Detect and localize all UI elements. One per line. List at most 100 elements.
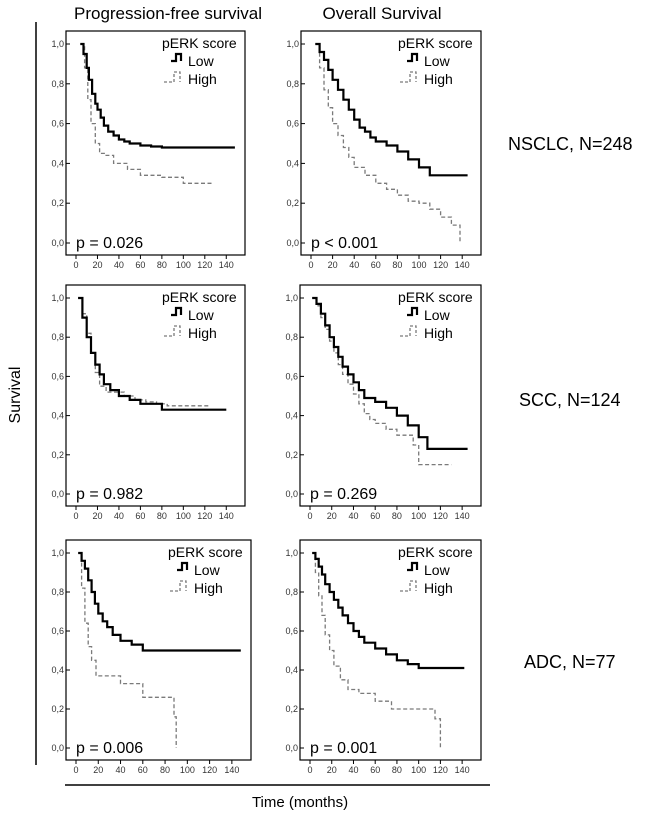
y-tick-label: 1,0	[286, 39, 299, 49]
y-tick-label: 1,0	[285, 293, 298, 303]
x-tick-label: 40	[114, 260, 124, 270]
x-tick-label: 140	[455, 765, 470, 775]
y-axis-label: Survival	[7, 367, 24, 424]
y-tick-label: 0,6	[285, 626, 298, 636]
x-tick-label: 60	[135, 511, 145, 521]
x-tick-label: 140	[224, 765, 239, 775]
legend-title: pERK score	[398, 544, 473, 560]
panel-adc-os: 0,0 0,2 0,4 0,6 0,8 1,0 0 20 40 60 80 100 120 140 pERK…	[285, 539, 482, 775]
y-tick-label: 0,2	[51, 198, 64, 208]
y-tick-label: 0,0	[51, 489, 64, 499]
y-tick-label: 0,4	[51, 411, 64, 421]
y-tick-label: 0,4	[286, 158, 299, 168]
x-tick-label: 20	[327, 511, 337, 521]
legend-swatch-low	[177, 561, 189, 572]
x-tick-label: 120	[197, 260, 212, 270]
x-tick-label: 0	[308, 260, 313, 270]
y-tick-label: 0,8	[51, 332, 64, 342]
x-tick-label: 80	[392, 765, 402, 775]
legend-label-low: Low	[424, 307, 451, 323]
legend-swatch-low	[407, 52, 419, 63]
y-tick-label: 0,8	[51, 587, 64, 597]
y-tick-label: 0,8	[285, 587, 298, 597]
legend-swatch-high	[170, 580, 187, 592]
legend-label-high: High	[188, 71, 217, 87]
legend-swatch-low	[407, 306, 419, 317]
plot-frame	[65, 539, 252, 761]
x-tick-label: 0	[307, 765, 312, 775]
x-tick-label: 40	[348, 765, 358, 775]
legend-swatch-high	[164, 325, 181, 337]
x-tick-label: 120	[433, 511, 448, 521]
legend-title: pERK score	[162, 35, 237, 51]
series-line-high	[315, 43, 461, 243]
x-tick-label: 20	[327, 765, 337, 775]
x-tick-label: 100	[180, 765, 195, 775]
legend-swatch-low	[407, 561, 419, 572]
panel-adc-pfs: 0,0 0,2 0,4 0,6 0,8 1,0 0 20 40 60 80 100 120 140 pERK…	[51, 539, 252, 775]
x-tick-label: 80	[160, 765, 170, 775]
series-line-high	[312, 297, 452, 466]
series-line-low	[312, 551, 465, 670]
x-tick-label: 80	[392, 260, 402, 270]
p-value: p = 0.026	[76, 235, 143, 252]
legend-label-low: Low	[188, 53, 215, 69]
y-tick-label: 1,0	[285, 548, 298, 558]
x-axis-label: Time (months)	[252, 794, 348, 811]
x-tick-label: 140	[455, 511, 470, 521]
legend-label-high: High	[424, 71, 453, 87]
y-tick-label: 0,6	[51, 119, 64, 129]
x-tick-label: 20	[93, 765, 103, 775]
legend-title: pERK score	[168, 544, 243, 560]
legend-title: pERK score	[398, 289, 473, 305]
x-tick-label: 60	[370, 511, 380, 521]
y-tick-label: 0,2	[285, 450, 298, 460]
x-tick-label: 0	[307, 511, 312, 521]
series-line-high	[312, 552, 442, 748]
x-tick-label: 60	[370, 765, 380, 775]
plot-frame	[299, 539, 482, 761]
x-tick-label: 0	[73, 511, 78, 521]
series-line-low	[315, 42, 468, 177]
y-tick-label: 0,2	[51, 704, 64, 714]
y-tick-label: 0,6	[286, 119, 299, 129]
row-label-nsclc: NSCLC, N=248	[508, 134, 633, 154]
legend-title: pERK score	[398, 35, 473, 51]
x-tick-label: 20	[328, 260, 338, 270]
x-tick-label: 40	[116, 765, 126, 775]
x-tick-label: 60	[138, 765, 148, 775]
x-tick-label: 100	[176, 511, 191, 521]
y-tick-label: 0,2	[51, 450, 64, 460]
plot-frame	[299, 284, 482, 507]
x-tick-label: 60	[371, 260, 381, 270]
legend-label-high: High	[424, 325, 453, 341]
panels: 0,0 0,2 0,4 0,6 0,8 1,0 0 20 40 60 80 100 120 140 pERK…	[51, 30, 482, 775]
series-line-low	[80, 42, 235, 149]
plot-frame	[65, 30, 246, 256]
x-tick-label: 120	[202, 765, 217, 775]
plot-frame	[65, 284, 246, 507]
x-tick-label: 100	[411, 511, 426, 521]
legend-swatch-high	[164, 71, 181, 83]
series-line-low	[312, 296, 468, 450]
y-tick-label: 1,0	[51, 548, 64, 558]
y-tick-label: 0,0	[286, 238, 299, 248]
legend-label-high: High	[188, 325, 217, 341]
p-value: p = 0.982	[76, 486, 143, 503]
legend-label-low: Low	[188, 307, 215, 323]
y-tick-label: 1,0	[51, 293, 64, 303]
legend-swatch-high	[400, 71, 417, 83]
x-tick-label: 20	[92, 511, 102, 521]
x-tick-label: 40	[114, 511, 124, 521]
x-tick-label: 100	[411, 260, 426, 270]
row-label-adc: ADC, N=77	[524, 652, 616, 672]
x-tick-label: 0	[73, 765, 78, 775]
legend-label-low: Low	[424, 53, 451, 69]
y-tick-label: 0,0	[51, 743, 64, 753]
x-tick-label: 0	[73, 260, 78, 270]
legend-swatch-high	[400, 580, 417, 592]
y-tick-label: 0,8	[285, 332, 298, 342]
legend-title: pERK score	[162, 289, 237, 305]
legend-swatch-low	[171, 52, 183, 63]
